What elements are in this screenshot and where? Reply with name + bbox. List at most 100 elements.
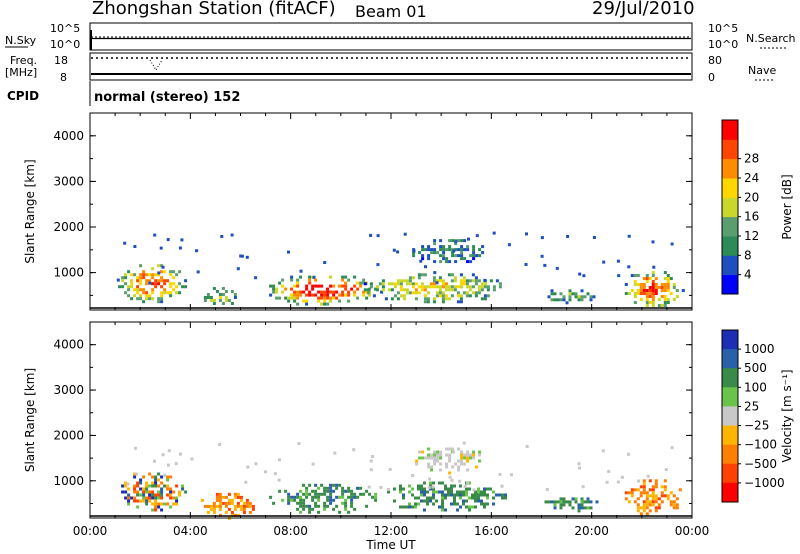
echo-cell <box>359 284 363 288</box>
echo-cell <box>657 497 661 501</box>
echo-cell <box>642 286 646 289</box>
echo-cell <box>456 285 460 289</box>
echo-cell <box>465 487 468 491</box>
echo-cell <box>426 490 429 494</box>
station-title: Zhongshan Station (fitACF) <box>92 0 336 19</box>
echo-cell <box>269 293 273 297</box>
echo-cell <box>347 293 351 297</box>
echo-cell <box>460 254 464 258</box>
colorbar-swatch <box>722 349 738 369</box>
echo-cell <box>317 504 321 508</box>
echo-cell <box>462 502 465 506</box>
echo-cell <box>167 463 170 467</box>
echo-cell <box>133 499 137 503</box>
echo-cell <box>302 507 306 511</box>
echo-cell <box>420 499 423 503</box>
colorbar-swatch <box>722 463 738 484</box>
echo-cell <box>568 295 572 299</box>
echo-cell <box>571 292 575 296</box>
echo-cell <box>592 236 596 239</box>
echo-cell <box>468 288 472 292</box>
echo-cell <box>553 506 557 510</box>
echo-cell <box>468 505 471 509</box>
echo-cell <box>420 282 424 286</box>
echo-cell <box>233 495 237 499</box>
echo-cell <box>376 234 380 238</box>
echo-cell <box>366 291 370 295</box>
echo-cell <box>160 297 164 301</box>
echo-cell <box>154 493 158 497</box>
echo-cell <box>420 285 424 289</box>
echo-cell <box>338 284 342 288</box>
echo-cell <box>472 254 476 258</box>
echo-cell <box>648 301 652 304</box>
echo-cell <box>474 294 478 298</box>
echo-cell <box>136 285 140 289</box>
echo-cell <box>166 487 170 491</box>
echo-cell <box>335 483 339 487</box>
echo-cell <box>305 299 309 303</box>
echo-cell <box>160 294 164 298</box>
echo-cell <box>456 502 459 506</box>
echo-cell <box>645 280 649 283</box>
echo-cell <box>663 494 667 498</box>
echo-cell <box>432 487 435 491</box>
echo-cell <box>480 282 484 286</box>
echo-cell <box>459 496 462 500</box>
echo-cell <box>457 239 461 243</box>
nsky-panel <box>89 22 693 51</box>
echo-cell <box>317 296 321 300</box>
echo-cell <box>290 287 294 291</box>
echo-cell <box>459 273 463 277</box>
echo-cell <box>489 487 492 491</box>
echo-cell <box>127 288 131 292</box>
echo-cell <box>161 453 165 457</box>
echo-cell <box>433 271 437 275</box>
echo-cell <box>408 276 412 280</box>
echo-cell <box>672 286 676 289</box>
echo-cell <box>278 296 282 300</box>
echo-cell <box>468 487 471 491</box>
echo-cell <box>163 502 167 506</box>
echo-cell <box>454 248 458 252</box>
echo-cell <box>468 279 472 283</box>
echo-cell <box>438 294 442 298</box>
echo-cell <box>639 298 643 301</box>
echo-cell <box>462 490 465 494</box>
echo-cell <box>233 492 237 496</box>
echo-cell <box>161 265 165 269</box>
echo-cell <box>436 453 440 457</box>
echo-cell <box>326 302 330 306</box>
echo-cell <box>568 503 572 507</box>
echo-cell <box>417 276 421 280</box>
echo-cell <box>323 302 327 306</box>
echo-cell <box>438 490 441 494</box>
echo-cell <box>630 289 634 292</box>
echo-cell <box>430 453 434 457</box>
echo-cell <box>218 296 222 299</box>
echo-cell <box>130 496 134 500</box>
echo-cell <box>332 284 336 288</box>
beam-label: Beam 01 <box>355 2 427 21</box>
colorbar-swatch <box>722 482 738 503</box>
echo-cell <box>166 291 170 295</box>
echo-cell <box>654 494 658 498</box>
echo-cell <box>414 288 418 292</box>
echo-cell <box>371 495 375 499</box>
echo-cell <box>251 507 255 511</box>
echo-cell <box>126 482 130 486</box>
echo-cell <box>433 260 437 264</box>
echo-cell <box>483 487 486 491</box>
echo-cell <box>654 277 658 280</box>
echo-cell <box>460 456 464 460</box>
echo-cell <box>142 276 146 280</box>
echo-cell <box>483 490 486 494</box>
echo-cell <box>347 278 351 282</box>
echo-cell <box>578 466 581 470</box>
colorbar-swatch <box>722 425 738 446</box>
echo-cell <box>154 502 158 506</box>
echo-cell <box>159 246 163 250</box>
echo-cell <box>151 291 155 295</box>
echo-cell <box>423 285 427 289</box>
